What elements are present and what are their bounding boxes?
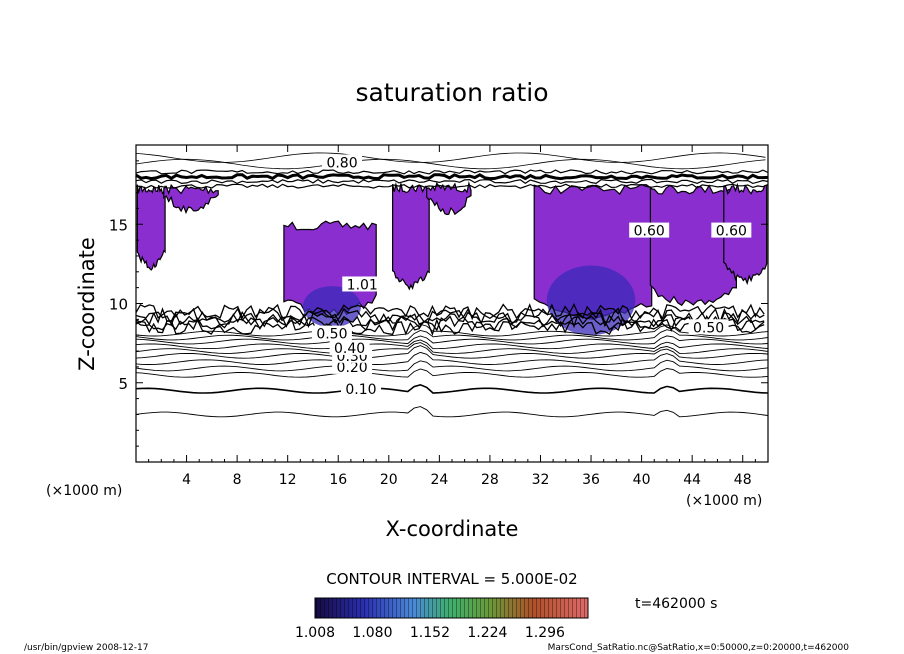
contour-label-bg-8: [342, 276, 383, 292]
contour-line-7: [135, 339, 769, 350]
contour-line-8: [135, 335, 769, 345]
x-tick-label-6: 28: [481, 472, 499, 488]
footer-right: MarsCond_SatRatio.nc@SatRatio,x=0:50000,…: [548, 643, 850, 653]
contour-line-2: [135, 368, 769, 378]
contour-label-bg-4: [311, 325, 352, 341]
contour-label-bg-3: [329, 339, 370, 355]
y-tick-label-2: 15: [109, 216, 128, 234]
y-tick-label-0: 5: [118, 375, 128, 393]
supersat-core-0: [302, 286, 361, 328]
contour-line-0: [135, 406, 769, 418]
colorbar: [314, 597, 589, 619]
time-label: t=462000 s: [635, 596, 717, 612]
supersat-region-0: [136, 184, 166, 271]
contour-label-1: 0.20: [337, 360, 368, 376]
footer-left: /usr/bin/gpview 2008-12-17: [24, 643, 148, 653]
colorbar-tick-label-2: 1.152: [410, 625, 450, 641]
contour-line-1: [135, 383, 769, 394]
top-contour-2: [135, 173, 769, 181]
colorbar-tick-label-3: 1.224: [467, 625, 507, 641]
supersat-region-6: [649, 184, 738, 307]
x-tick-label-10: 44: [683, 472, 701, 488]
x-tick-label-9: 40: [633, 472, 651, 488]
y-tick-label-1: 10: [109, 296, 128, 314]
contour-label-bg-7: [629, 222, 670, 238]
x-tick-label-1: 8: [233, 472, 242, 488]
top-contour-1: [135, 178, 769, 185]
contour-label-9: 0.80: [326, 155, 357, 171]
colorbar-tick-label-4: 1.296: [525, 625, 565, 641]
contour-line-6: [135, 342, 769, 354]
supersat-region-4: [426, 180, 472, 216]
contour-line-9: [135, 329, 769, 341]
contour-label-bg-6: [711, 222, 752, 238]
upper-contour-0: [135, 158, 766, 170]
supersat-core-1: [546, 265, 636, 336]
x-tick-label-3: 16: [329, 472, 347, 488]
supersaturation-regions: [136, 180, 768, 336]
contour-line-4: [135, 351, 769, 365]
contour-interval-label: CONTOUR INTERVAL = 5.000E-02: [326, 570, 577, 588]
contour-label-6: 0.60: [716, 224, 747, 240]
top-contour-0: [135, 183, 769, 189]
top-contour-3: [135, 169, 769, 175]
y-axis-ticks: 5 10 15: [109, 160, 768, 447]
contour-line-5: [135, 345, 769, 359]
x-tick-label-4: 20: [380, 472, 398, 488]
contour-label-bg-5: [688, 319, 729, 335]
supersat-region-1: [163, 183, 219, 215]
contour-line-3: [135, 359, 769, 372]
contour-label-bg-0: [340, 381, 381, 397]
contour-label-0: 0.10: [345, 382, 376, 398]
x-axis-label: X-coordinate: [386, 517, 519, 541]
upper-contour-1: [135, 152, 766, 163]
contour-label-8: 1.01: [347, 277, 378, 293]
x-axis-ticks: 4 8 12 16 20 24 28 32 36 40 44 48: [148, 145, 756, 488]
x-tick-label-5: 24: [430, 472, 448, 488]
supersat-region-3: [392, 181, 430, 291]
contour-line-10: [135, 323, 769, 337]
colorbar-tick-label-0: 1.008: [295, 625, 335, 641]
colorbar-ticks: 1.008 1.080 1.152 1.224 1.296: [295, 625, 565, 641]
x-tick-label-2: 12: [279, 472, 297, 488]
x-tick-label-7: 32: [532, 472, 550, 488]
colorbar-tick-label-1: 1.080: [352, 625, 392, 641]
contour-label-3: 0.40: [334, 341, 365, 357]
chart-title: saturation ratio: [355, 78, 548, 107]
contour-label-bg-9: [322, 154, 363, 170]
cloud-base-contour-0: [135, 318, 765, 337]
contour-labels: 0.100.200.300.400.50 0.500.600.601.010.80: [311, 154, 752, 398]
cloud-base-contour-1: [135, 314, 765, 332]
x-unit-right: (×1000 m): [686, 493, 762, 509]
x-tick-label-8: 36: [582, 472, 600, 488]
y-axis-label: Z-coordinate: [75, 237, 99, 371]
contour-label-4: 0.50: [316, 327, 347, 343]
contour-label-5: 0.50: [693, 320, 724, 336]
contour-label-7: 0.60: [634, 224, 665, 240]
x-tick-label-0: 4: [182, 472, 191, 488]
x-unit-left: (×1000 m): [46, 483, 122, 499]
contour-lines: [135, 152, 769, 418]
cloud-base-contour-4: [135, 303, 765, 321]
x-tick-label-11: 48: [734, 472, 752, 488]
